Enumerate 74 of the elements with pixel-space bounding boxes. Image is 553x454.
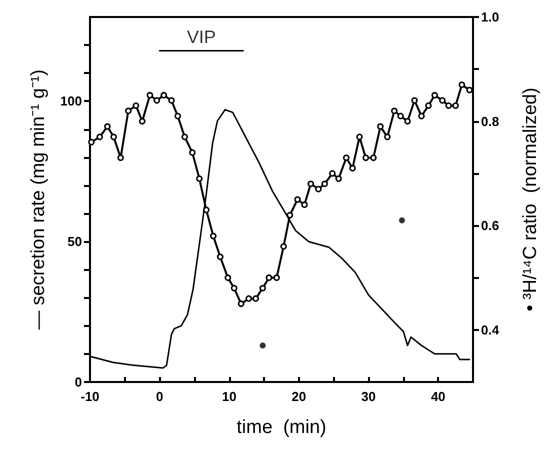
point: [259, 284, 266, 292]
point: [411, 97, 418, 104]
point: [301, 201, 308, 208]
point: [273, 274, 280, 281]
x-tick-label: 20: [292, 389, 306, 404]
point: [280, 243, 287, 250]
point: [88, 138, 95, 146]
point: [125, 108, 132, 114]
point: [154, 97, 160, 104]
point: [110, 134, 117, 140]
y2-tick-label: 0.8: [481, 114, 500, 129]
point: [343, 154, 350, 162]
point: [308, 180, 314, 188]
point: [117, 154, 124, 162]
y-axis-title: — secretion rate (mg min⁻¹ g⁻¹): [28, 69, 49, 330]
point: [418, 112, 425, 120]
point: [138, 118, 146, 125]
x-tick-label: 40: [430, 389, 446, 404]
x-tick-label: -10: [80, 389, 100, 404]
point: [210, 232, 217, 240]
point: [260, 342, 266, 348]
point: [384, 134, 391, 140]
y-tick-label: 100: [60, 94, 82, 109]
point: [216, 254, 224, 260]
y-tick-label: 0: [74, 374, 82, 390]
point: [96, 134, 103, 140]
point: [246, 295, 252, 302]
point: [439, 97, 446, 104]
point: [168, 97, 175, 104]
point: [329, 170, 336, 177]
y2-tick-label: 0.6: [481, 218, 500, 234]
point: [189, 149, 196, 156]
point: [391, 108, 398, 114]
point: [181, 134, 188, 140]
point: [286, 212, 294, 218]
y2-axis-title: • ³H/¹⁴C ratio (normalized): [520, 88, 541, 312]
point: [294, 196, 301, 203]
point: [230, 284, 238, 292]
point: [146, 92, 154, 98]
point: [362, 154, 370, 162]
point: [397, 112, 404, 120]
annotation: VIP: [186, 26, 216, 47]
point: [377, 123, 384, 130]
y2-tick-label: 0.4: [481, 322, 500, 338]
point: [404, 118, 411, 125]
point: [174, 112, 181, 120]
x-axis-title: time (min): [236, 417, 326, 438]
point: [458, 82, 466, 88]
point: [445, 102, 452, 109]
point: [370, 154, 377, 162]
point: [238, 300, 244, 308]
point: [466, 86, 473, 94]
point: [224, 274, 232, 281]
point: [315, 186, 322, 192]
point: [335, 175, 342, 182]
point: [356, 134, 363, 140]
point: [252, 295, 259, 302]
point: [452, 102, 459, 109]
point: [196, 175, 203, 182]
point: [266, 274, 272, 281]
x-tick-label: 0: [156, 389, 164, 404]
point: [349, 164, 356, 172]
y2-tick-label: 1.0: [481, 10, 500, 24]
point: [431, 92, 438, 98]
point: [203, 206, 210, 214]
point: [321, 180, 328, 188]
y-tick-label: 50: [68, 234, 82, 250]
x-tick-label: 30: [361, 389, 376, 404]
point: [104, 123, 111, 130]
point: [398, 217, 405, 224]
x-tick-label: 10: [222, 389, 237, 404]
point: [160, 92, 168, 98]
point: [132, 102, 140, 109]
point: [425, 102, 432, 109]
